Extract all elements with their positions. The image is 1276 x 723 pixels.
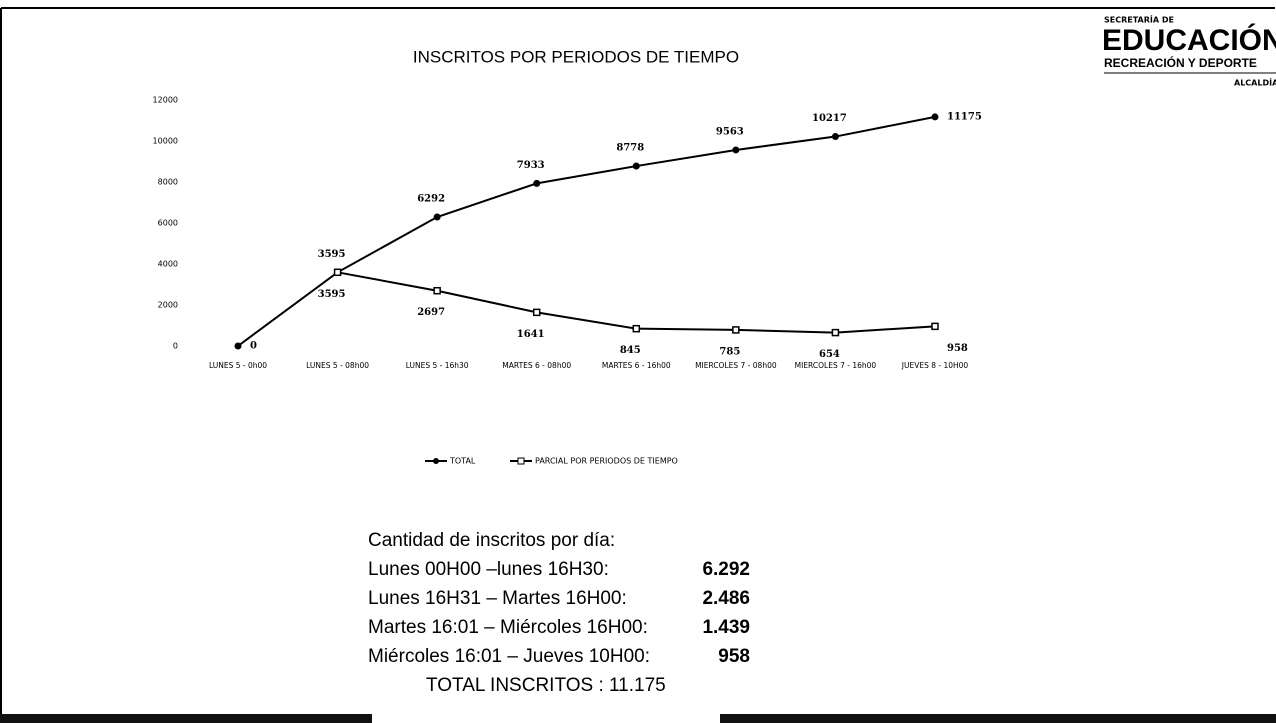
- data-label: 845: [620, 345, 641, 356]
- summary-heading: Cantidad de inscritos por día:: [368, 530, 616, 551]
- summary-row: Martes 16:01 – Miércoles 16H00: 1.439: [368, 613, 778, 642]
- data-label: 7933: [517, 160, 545, 171]
- data-label: 3595: [318, 289, 346, 300]
- data-label: 8778: [616, 143, 644, 154]
- series-line: [337, 271, 936, 334]
- point: [831, 133, 839, 141]
- summary-label: Martes 16:01 – Miércoles 16H00:: [368, 617, 648, 638]
- logo-text: RECREACIÓN Y DEPORTE: [1104, 55, 1257, 70]
- logo-text: EDUCACIÓN: [1102, 23, 1276, 57]
- point: [433, 213, 441, 221]
- summary-row: Lunes 00H00 –lunes 16H30: 6.292: [368, 555, 778, 584]
- data-label: 958: [947, 343, 968, 354]
- logo-text: ALCALDÍA: [1234, 77, 1276, 88]
- summary-value: 6.292: [702, 559, 750, 580]
- point: [831, 328, 840, 337]
- data-label: 1641: [517, 329, 545, 340]
- point: [931, 322, 939, 331]
- point: [333, 268, 342, 277]
- x-tick-label: LUNES 5 - 16h30: [406, 361, 469, 370]
- y-tick-label: 0: [173, 342, 178, 351]
- logo-text: SECRETARÍA DE: [1104, 14, 1174, 25]
- point: [433, 286, 441, 295]
- bottom-bar: [720, 714, 1276, 723]
- y-tick-label: 2000: [158, 301, 178, 310]
- data-label: 654: [819, 349, 840, 360]
- point: [532, 308, 541, 317]
- point: [732, 326, 740, 334]
- x-tick-label: LUNES 5 - 0h00: [209, 361, 267, 370]
- legend-label: TOTAL: [449, 457, 476, 466]
- summary-label: Lunes 00H00 –lunes 16H30:: [368, 559, 609, 580]
- point: [931, 113, 939, 121]
- chart-title: INSCRITOS POR PERIODOS DE TIEMPO: [413, 47, 739, 66]
- data-label: 6292: [417, 194, 445, 205]
- x-tick-label: MARTES 6 - 08h00: [502, 361, 571, 370]
- point: [632, 162, 640, 170]
- summary: Cantidad de inscritos por día: Lunes 00H…: [368, 526, 778, 700]
- legend-label: PARCIAL POR PERIODOS DE TIEMPO: [535, 457, 678, 466]
- data-label: 2697: [417, 307, 445, 318]
- point: [732, 146, 740, 154]
- summary-label: Lunes 16H31 – Martes 16H00:: [368, 588, 627, 609]
- x-tick-label: MARTES 6 - 16h00: [602, 361, 671, 370]
- summary-label: Miércoles 16:01 – Jueves 10H00:: [368, 646, 650, 667]
- summary-value: 1.439: [702, 617, 750, 638]
- y-tick-label: 8000: [158, 178, 178, 187]
- x-tick-label: JUEVES 8 - 10H00: [901, 361, 969, 370]
- summary-value: 2.486: [702, 588, 750, 609]
- summary-value: 958: [718, 646, 750, 667]
- legend-marker: [517, 457, 525, 465]
- legend-marker: [433, 458, 439, 464]
- y-tick-label: 6000: [158, 219, 178, 228]
- y-tick-label: 12000: [153, 96, 178, 105]
- point: [533, 179, 541, 187]
- data-label: 10217: [812, 113, 847, 124]
- summary-row: Lunes 16H31 – Martes 16H00: 2.486: [368, 584, 778, 613]
- summary-total: TOTAL INSCRITOS : 11.175: [426, 675, 666, 696]
- series-line: [237, 115, 936, 347]
- summary-row: Miércoles 16:01 – Jueves 10H00: 958: [368, 642, 778, 671]
- y-tick-label: 10000: [153, 137, 178, 146]
- data-label: 785: [719, 346, 740, 357]
- data-label: 3595: [318, 249, 346, 260]
- data-label: 0: [250, 341, 257, 352]
- x-tick-label: LUNES 5 - 08h00: [306, 361, 369, 370]
- x-tick-label: MIERCOLES 7 - 16h00: [795, 361, 877, 370]
- data-label: 9563: [716, 126, 744, 137]
- y-tick-label: 4000: [158, 260, 178, 269]
- x-tick-label: MIERCOLES 7 - 08h00: [695, 361, 777, 370]
- bottom-bar: [0, 714, 372, 723]
- data-label: 11175: [947, 111, 982, 122]
- point: [234, 342, 242, 350]
- point: [632, 324, 641, 333]
- logo: SECRETARÍA DE EDUCACIÓN RECREACIÓN Y DEP…: [1102, 14, 1276, 88]
